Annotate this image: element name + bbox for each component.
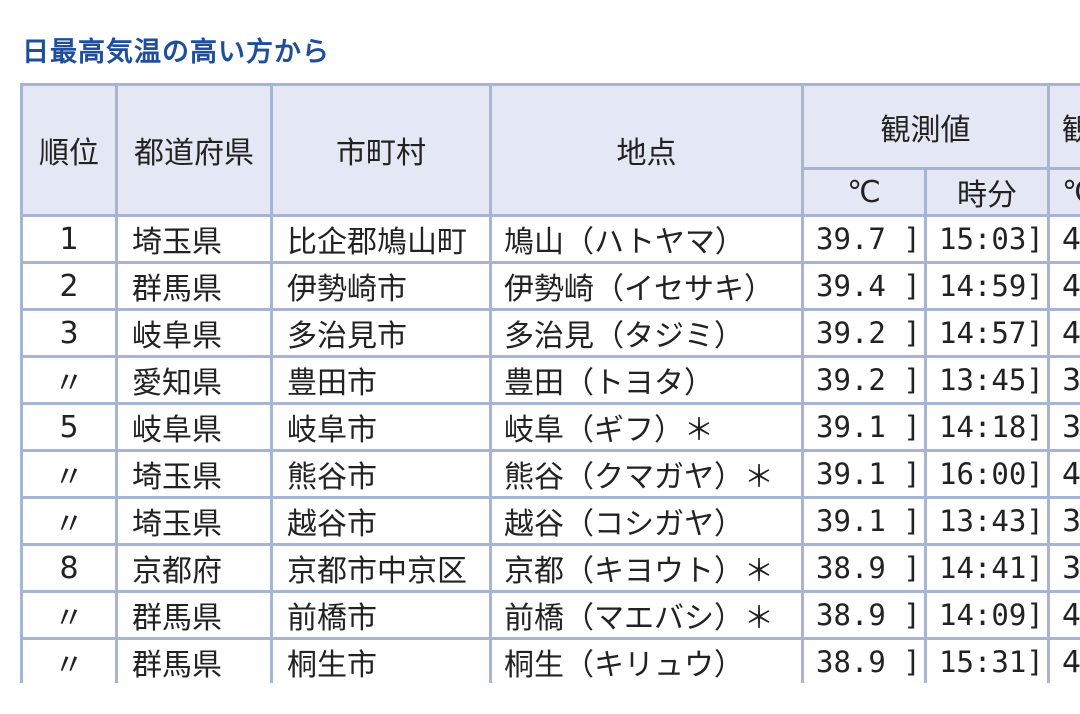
table-row: 1 埼玉県 比企郡鳩山町 鳩山（ハトヤマ） 39.7 ] 15:03] 40 <box>20 214 1080 264</box>
table-row: 〃 群馬県 前橋市 前橋（マエバシ）＊ 38.9 ] 14:09] 40 <box>20 590 1080 640</box>
header-observed: 観測値 <box>801 83 1050 170</box>
next-column-cell: 40 <box>1047 308 1080 358</box>
header-city: 市町村 <box>270 83 492 217</box>
point-cell: 伊勢崎（イセサキ） <box>489 261 804 311</box>
rank-cell: 1 <box>20 214 118 264</box>
city-cell: 豊田市 <box>270 355 492 405</box>
temperature-cell: 39.1 ] <box>801 402 927 452</box>
prefecture-cell: 愛知県 <box>115 355 273 405</box>
point-cell: 京都（キヨウト）＊ <box>489 543 804 593</box>
prefecture-cell: 埼玉県 <box>115 496 273 546</box>
next-column-cell: 40 <box>1047 214 1080 264</box>
temperature-cell: 38.9 ] <box>801 637 927 683</box>
next-column-cell: 39 <box>1047 543 1080 593</box>
table-row: 〃 埼玉県 越谷市 越谷（コシガヤ） 39.1 ] 13:43] 38 <box>20 496 1080 546</box>
table-header: 順位 都道府県 市町村 地点 観測値 観 ℃ 時分 ℃ <box>20 83 1080 217</box>
point-cell: 多治見（タジミ） <box>489 308 804 358</box>
table-body: 1 埼玉県 比企郡鳩山町 鳩山（ハトヤマ） 39.7 ] 15:03] 40 2… <box>20 214 1080 683</box>
header-rank: 順位 <box>20 83 118 217</box>
city-cell: 伊勢崎市 <box>270 261 492 311</box>
point-cell: 鳩山（ハトヤマ） <box>489 214 804 264</box>
time-cell: 14:57] <box>924 308 1050 358</box>
temperature-ranking-table: 順位 都道府県 市町村 地点 観測値 観 ℃ 時分 ℃ 1 埼玉県 比企郡鳩山町… <box>20 83 1080 683</box>
table-row: 〃 愛知県 豊田市 豊田（トヨタ） 39.2 ] 13:45] 39 <box>20 355 1080 405</box>
table-row: 〃 埼玉県 熊谷市 熊谷（クマガヤ）＊ 39.1 ] 16:00] 41 <box>20 449 1080 499</box>
time-cell: 14:09] <box>924 590 1050 640</box>
header-prefecture: 都道府県 <box>115 83 273 217</box>
point-cell: 桐生（キリュウ） <box>489 637 804 683</box>
table-row: 〃 群馬県 桐生市 桐生（キリュウ） 38.9 ] 15:31] 40 <box>20 637 1080 683</box>
prefecture-cell: 群馬県 <box>115 261 273 311</box>
city-cell: 前橋市 <box>270 590 492 640</box>
city-cell: 比企郡鳩山町 <box>270 214 492 264</box>
prefecture-cell: 群馬県 <box>115 637 273 683</box>
table-row: 8 京都府 京都市中京区 京都（キヨウト）＊ 38.9 ] 14:41] 39 <box>20 543 1080 593</box>
header-time: 時分 <box>924 167 1050 217</box>
point-cell: 岐阜（ギフ）＊ <box>489 402 804 452</box>
city-cell: 岐阜市 <box>270 402 492 452</box>
city-cell: 越谷市 <box>270 496 492 546</box>
time-cell: 15:03] <box>924 214 1050 264</box>
rank-cell: 3 <box>20 308 118 358</box>
table-row: 3 岐阜県 多治見市 多治見（タジミ） 39.2 ] 14:57] 40 <box>20 308 1080 358</box>
page-title: 日最高気温の高い方から <box>22 37 330 68</box>
prefecture-cell: 群馬県 <box>115 590 273 640</box>
rank-cell: 〃 <box>20 637 118 683</box>
next-column-cell: 40 <box>1047 261 1080 311</box>
time-cell: 14:41] <box>924 543 1050 593</box>
point-cell: 越谷（コシガヤ） <box>489 496 804 546</box>
prefecture-cell: 埼玉県 <box>115 449 273 499</box>
header-celsius: ℃ <box>801 167 927 217</box>
header-point: 地点 <box>489 83 804 217</box>
temperature-cell: 39.2 ] <box>801 308 927 358</box>
city-cell: 多治見市 <box>270 308 492 358</box>
rank-cell: 〃 <box>20 590 118 640</box>
header-next-sub-partial: ℃ <box>1047 167 1080 217</box>
table-row: 2 群馬県 伊勢崎市 伊勢崎（イセサキ） 39.4 ] 14:59] 40 <box>20 261 1080 311</box>
table-row: 5 岐阜県 岐阜市 岐阜（ギフ）＊ 39.1 ] 14:18] 39 <box>20 402 1080 452</box>
time-cell: 16:00] <box>924 449 1050 499</box>
point-cell: 豊田（トヨタ） <box>489 355 804 405</box>
next-column-cell: 40 <box>1047 590 1080 640</box>
temperature-cell: 38.9 ] <box>801 543 927 593</box>
rank-cell: 〃 <box>20 355 118 405</box>
header-next-partial: 観 <box>1047 83 1080 170</box>
city-cell: 京都市中京区 <box>270 543 492 593</box>
next-column-cell: 41 <box>1047 449 1080 499</box>
rank-cell: 〃 <box>20 449 118 499</box>
time-cell: 15:31] <box>924 637 1050 683</box>
rank-cell: 〃 <box>20 496 118 546</box>
point-cell: 熊谷（クマガヤ）＊ <box>489 449 804 499</box>
temperature-cell: 39.1 ] <box>801 449 927 499</box>
prefecture-cell: 岐阜県 <box>115 402 273 452</box>
rank-cell: 8 <box>20 543 118 593</box>
next-column-cell: 40 <box>1047 637 1080 683</box>
rank-cell: 2 <box>20 261 118 311</box>
city-cell: 桐生市 <box>270 637 492 683</box>
prefecture-cell: 岐阜県 <box>115 308 273 358</box>
temperature-cell: 39.2 ] <box>801 355 927 405</box>
next-column-cell: 39 <box>1047 402 1080 452</box>
temperature-cell: 39.4 ] <box>801 261 927 311</box>
temperature-cell: 38.9 ] <box>801 590 927 640</box>
prefecture-cell: 埼玉県 <box>115 214 273 264</box>
point-cell: 前橋（マエバシ）＊ <box>489 590 804 640</box>
city-cell: 熊谷市 <box>270 449 492 499</box>
next-column-cell: 39 <box>1047 355 1080 405</box>
rank-cell: 5 <box>20 402 118 452</box>
ranking-table-container: 順位 都道府県 市町村 地点 観測値 観 ℃ 時分 ℃ 1 埼玉県 比企郡鳩山町… <box>20 83 1080 683</box>
time-cell: 13:45] <box>924 355 1050 405</box>
prefecture-cell: 京都府 <box>115 543 273 593</box>
temperature-cell: 39.7 ] <box>801 214 927 264</box>
next-column-cell: 38 <box>1047 496 1080 546</box>
time-cell: 13:43] <box>924 496 1050 546</box>
temperature-cell: 39.1 ] <box>801 496 927 546</box>
time-cell: 14:18] <box>924 402 1050 452</box>
time-cell: 14:59] <box>924 261 1050 311</box>
